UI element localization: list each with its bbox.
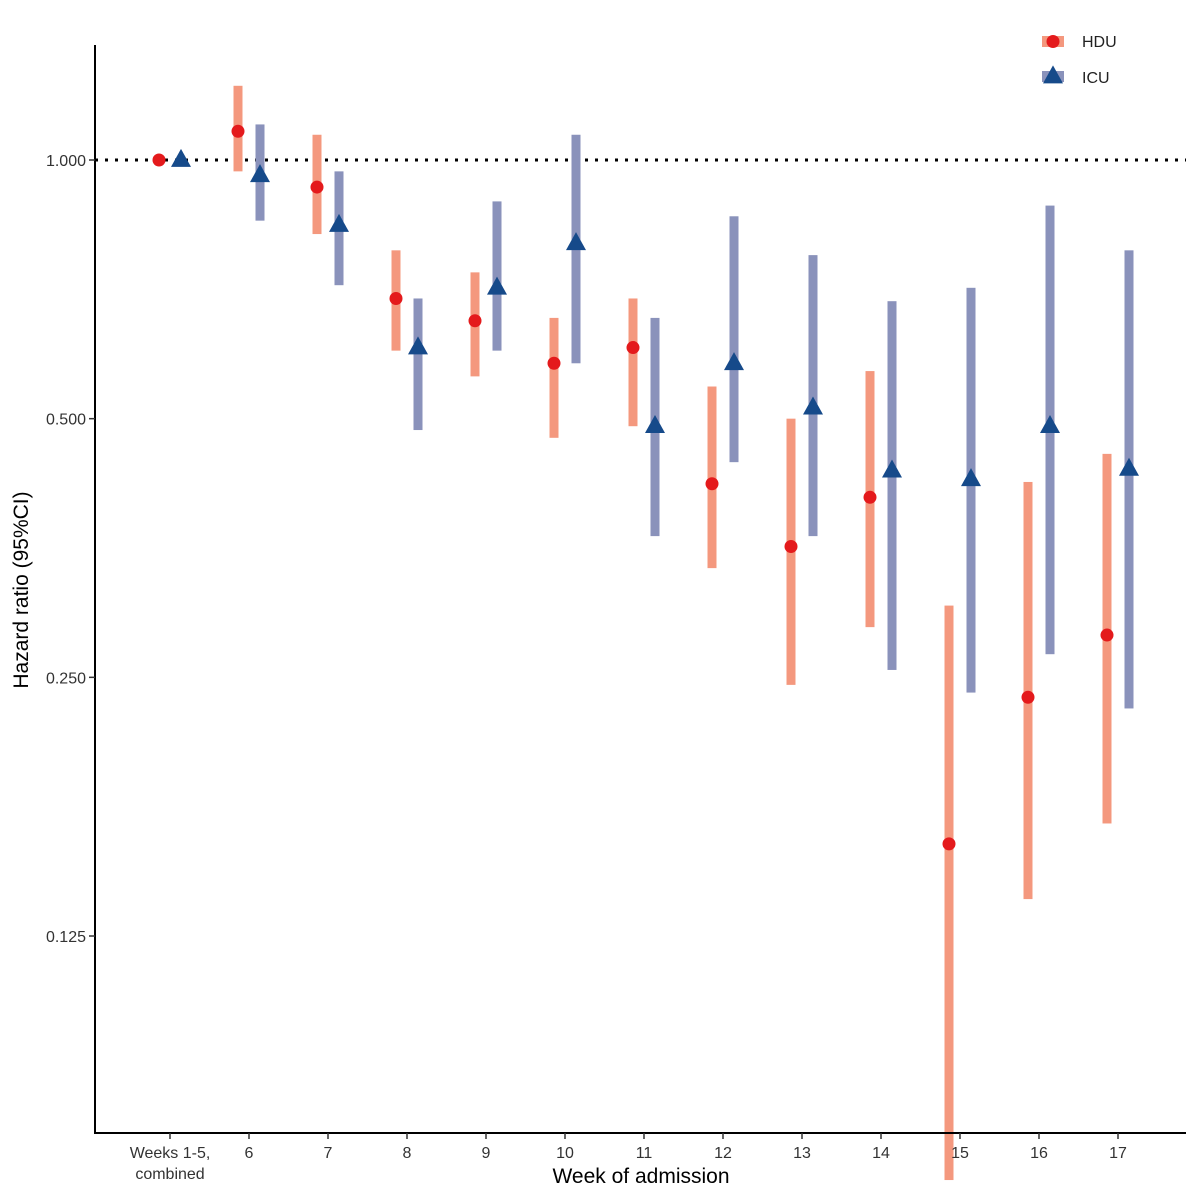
ci-bar-icu — [413, 298, 423, 431]
x-tick-label: 14 — [872, 1145, 890, 1162]
point-hdu[interactable] — [389, 291, 403, 305]
ci-bar-hdu — [628, 298, 638, 427]
legend: HDU ICU — [1042, 34, 1117, 87]
point-icu[interactable] — [724, 352, 744, 371]
point-icu[interactable] — [803, 396, 823, 415]
point-icu[interactable] — [566, 232, 586, 251]
y-tick-label: 1.000 — [46, 153, 86, 170]
x-tick-label: 15 — [951, 1145, 969, 1162]
point-hdu[interactable] — [152, 153, 166, 167]
point-hdu[interactable] — [547, 356, 561, 370]
point-icu[interactable] — [961, 468, 981, 487]
y-tick-label: 0.125 — [46, 929, 86, 946]
x-tick-label: 11 — [636, 1145, 653, 1162]
x-tick-label: 6 — [245, 1145, 254, 1162]
point-icu[interactable] — [171, 148, 191, 167]
x-tick-label: combined — [135, 1166, 204, 1183]
point-hdu[interactable] — [231, 124, 245, 138]
x-tick-label: 7 — [324, 1145, 333, 1162]
ci-bar-icu — [887, 301, 897, 670]
ci-bar-icu — [1124, 250, 1134, 709]
y-axis-ticks: 1.000 0.500 0.250 0.125 — [46, 153, 95, 946]
point-icu[interactable] — [1040, 415, 1060, 434]
x-tick-label: 12 — [714, 1145, 732, 1162]
x-tick-label: Weeks 1-5, — [130, 1145, 211, 1162]
point-icu[interactable] — [250, 164, 270, 183]
legend-hdu-circle-icon — [1046, 35, 1060, 48]
y-tick-label: 0.500 — [46, 412, 86, 429]
points-layer — [152, 124, 1139, 851]
x-tick-label: 8 — [403, 1145, 412, 1162]
point-icu[interactable] — [408, 336, 428, 355]
ci-bar-icu — [729, 216, 739, 463]
point-icu[interactable] — [882, 459, 902, 478]
x-tick-label: 16 — [1030, 1145, 1048, 1162]
y-axis-title: Hazard ratio (95%CI) — [10, 491, 33, 688]
ci-bar-icu — [492, 201, 502, 351]
point-hdu[interactable] — [626, 341, 640, 355]
x-axis-title: Week of admission — [552, 1165, 729, 1188]
legend-icu-label: ICU — [1082, 70, 1110, 87]
point-hdu[interactable] — [942, 837, 956, 851]
point-hdu[interactable] — [705, 477, 719, 491]
error-bars-layer — [233, 85, 1134, 1181]
point-icu[interactable] — [487, 276, 507, 295]
x-tick-label: 17 — [1109, 1145, 1127, 1162]
x-tick-label: 13 — [793, 1145, 811, 1162]
legend-item-hdu[interactable]: HDU — [1042, 34, 1117, 51]
legend-hdu-label: HDU — [1082, 34, 1117, 51]
x-axis-ticks: Weeks 1-5, combined 6 7 8 9 10 11 12 13 14 15 16 17 — [130, 1133, 1127, 1183]
point-icu[interactable] — [329, 213, 349, 232]
x-tick-label: 10 — [556, 1145, 574, 1162]
point-hdu[interactable] — [310, 180, 324, 194]
ci-bar-icu — [966, 287, 976, 693]
point-icu[interactable] — [645, 415, 665, 434]
ci-bar-hdu — [1023, 481, 1033, 900]
ci-bar-hdu — [944, 605, 954, 1181]
y-tick-label: 0.250 — [46, 670, 86, 687]
legend-item-icu[interactable]: ICU — [1042, 65, 1110, 87]
point-hdu[interactable] — [1021, 690, 1035, 704]
point-hdu[interactable] — [784, 539, 798, 553]
point-icu[interactable] — [1119, 457, 1139, 476]
ci-bar-hdu — [549, 317, 559, 438]
x-tick-label: 9 — [482, 1145, 491, 1162]
point-hdu[interactable] — [1100, 628, 1114, 642]
legend-icu-triangle-icon — [1043, 65, 1063, 84]
point-hdu[interactable] — [468, 314, 482, 328]
ci-bar-icu — [808, 255, 818, 537]
point-hdu[interactable] — [863, 490, 877, 504]
